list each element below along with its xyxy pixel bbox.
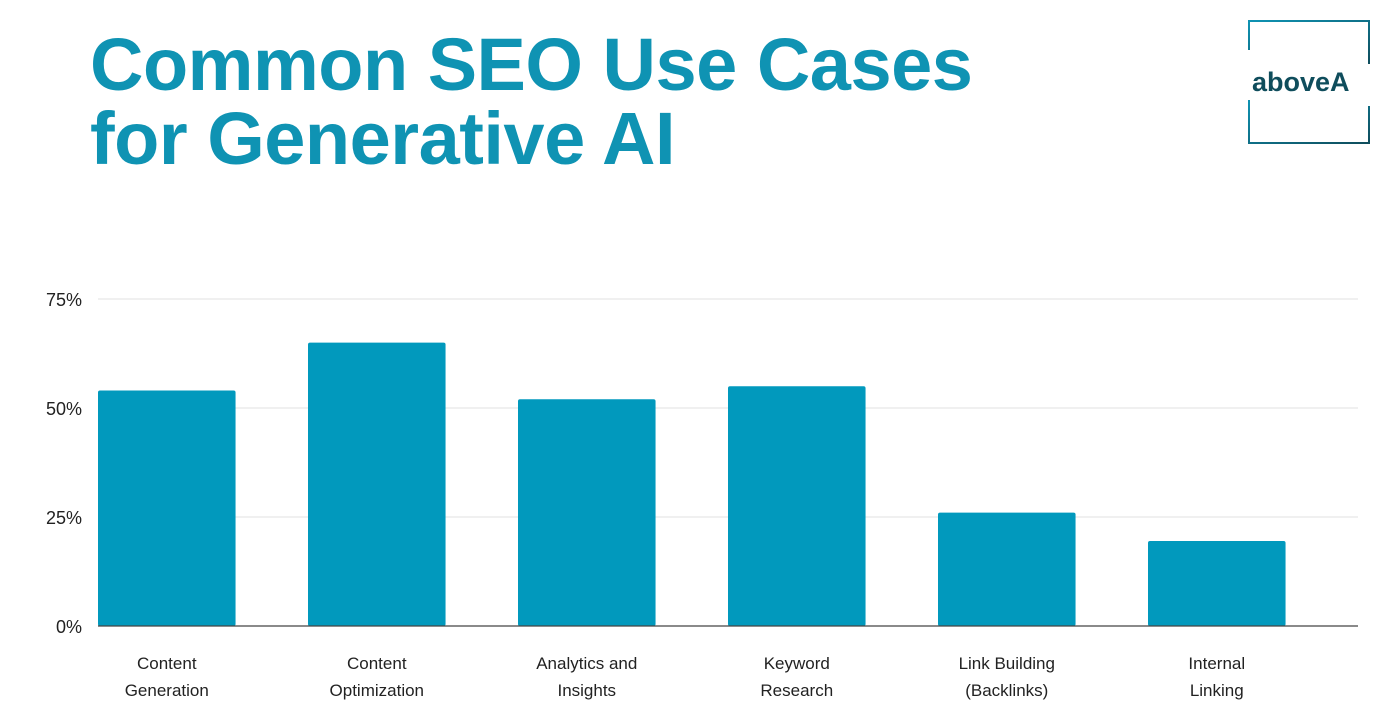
- y-tick-label: 75%: [46, 290, 82, 310]
- x-tick-label: Content Generation: [125, 654, 209, 700]
- chart-labels: 0% 25% 50% 75% Content Generation Content Optim…: [46, 290, 1245, 700]
- y-tick-label: 0%: [56, 617, 82, 637]
- x-tick-label: Internal Linking: [1188, 654, 1245, 700]
- bar: [1148, 540, 1286, 626]
- x-tick-label: Link Building (Backlinks): [959, 654, 1055, 700]
- logo-frame: [1248, 20, 1370, 144]
- abovea-logo: aboveA: [1248, 20, 1370, 144]
- y-tick-label: 50%: [46, 399, 82, 419]
- chart-bars: [98, 342, 1286, 626]
- x-tick-label: Content Optimization: [330, 654, 424, 700]
- page-title: Common SEO Use Cases for Generative AI: [90, 23, 973, 180]
- bar: [98, 390, 236, 626]
- title-line-2: for Generative AI: [90, 97, 676, 180]
- x-tick-label: Analytics and Insights: [536, 654, 637, 700]
- bar: [938, 512, 1076, 626]
- bar: [518, 399, 656, 626]
- bar: [728, 386, 866, 626]
- logo-wordmark: aboveA: [1252, 67, 1350, 97]
- x-tick-label: Keyword Research: [760, 654, 833, 700]
- y-tick-label: 25%: [46, 508, 82, 528]
- bar: [308, 342, 446, 626]
- title-line-1: Common SEO Use Cases: [90, 23, 973, 106]
